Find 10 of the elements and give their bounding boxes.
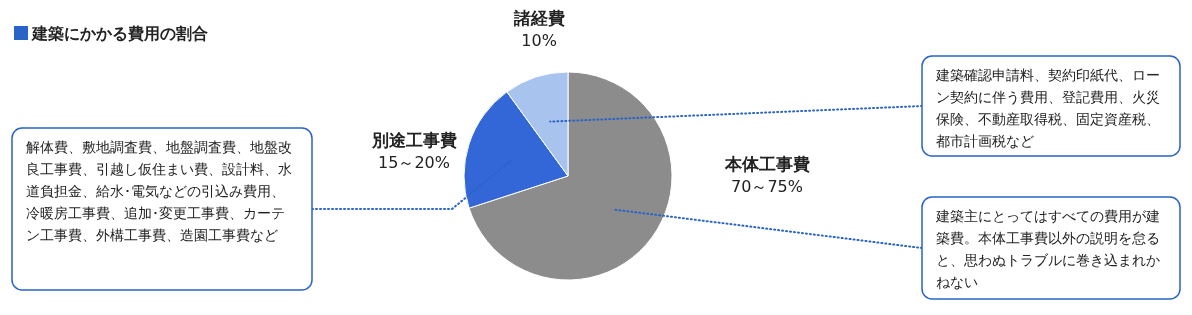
text: 解体費、敷地調査費、地盤調査費、地盤改良工事費、引越し仮住まい費、設計料、水道負担金、給水･電気などの引込み費用、冷暖房工事費、追加･変更工事費、カーテン工事費、外構工事費、造園工事費など [26,139,292,243]
slice-label: 諸経費 [512,8,565,28]
data-label: 10% [521,31,557,50]
text: 建築にかかる費用の割合 [30,24,208,43]
data-label: 15～20% [378,153,450,172]
slice-label: 別途工事費 [370,130,457,150]
text: 建築確認申請料、契約印紙代、ローン契約に伴う費用、登記費用、火災保険、不動産取得税、固定資産税、都市計画税など [936,67,1160,149]
text: 建築主にとってはすべての費用が建築費。本体工事費以外の説明を怠ると、思わぬトラブルに巻き込まれかねない [936,208,1160,290]
slice-label: 本体工事費 [723,154,810,174]
data-label: 70～75% [731,177,803,196]
